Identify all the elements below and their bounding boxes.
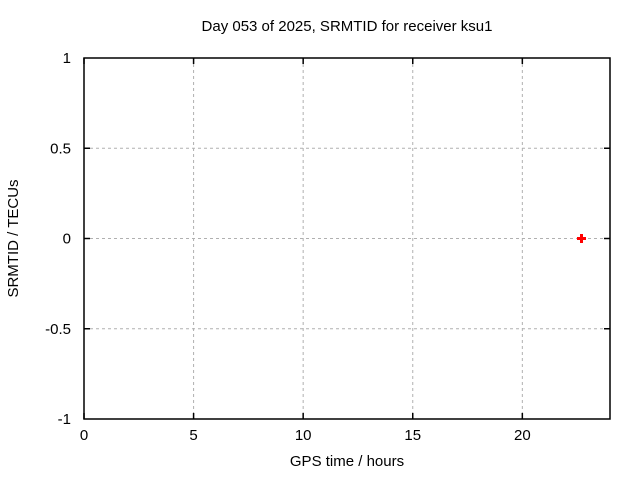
y-tick-label: 0.5 bbox=[50, 140, 71, 157]
x-tick-label: 0 bbox=[80, 427, 88, 444]
x-tick-label: 15 bbox=[404, 427, 421, 444]
y-tick-label: -0.5 bbox=[45, 321, 71, 338]
y-axis-label: SRMTID / TECUs bbox=[5, 179, 22, 297]
x-tick-label: 10 bbox=[295, 427, 312, 444]
y-tick-label: 0 bbox=[63, 231, 71, 248]
x-axis-label: GPS time / hours bbox=[290, 453, 404, 470]
x-tick-label: 20 bbox=[514, 427, 531, 444]
y-tick-label: -1 bbox=[58, 411, 71, 428]
chart-title: Day 053 of 2025, SRMTID for receiver ksu… bbox=[202, 18, 493, 35]
y-tick-label: 1 bbox=[63, 50, 71, 67]
x-tick-label: 5 bbox=[189, 427, 197, 444]
